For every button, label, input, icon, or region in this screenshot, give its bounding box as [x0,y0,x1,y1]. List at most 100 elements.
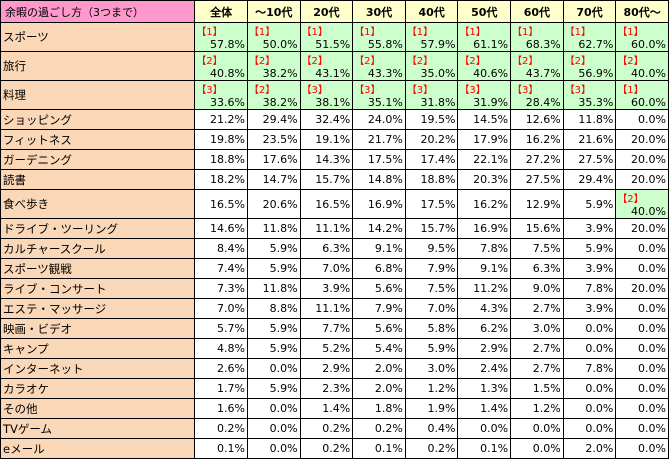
table-cell: 0.0% [562,318,617,339]
cell-value: 60.0% [631,96,666,109]
table-cell: 24.0% [352,109,406,130]
cell-value: 2.4% [480,362,509,375]
cell-value: 7.8% [585,282,614,295]
row-label: ライブ・コンサート [0,278,196,299]
cell-value: 15.7% [315,173,351,186]
cell-value: 29.4% [262,113,298,126]
table-cell: 1.4% [299,398,354,419]
cell-value: 5.8% [427,322,456,335]
table-cell: 29.4% [562,169,617,190]
table-cell: 0.0% [246,438,301,459]
table-cell: 20.2% [404,129,459,150]
cell-value: 16.5% [315,197,351,211]
table-cell: 9.1% [352,238,406,259]
table-cell: 23.5% [246,129,301,150]
table-cell: 2.0% [562,438,617,459]
table-cell: 【2】 56.9% [562,51,617,81]
table-cell: 1.6% [194,398,248,419]
table-cell: 27.5% [562,149,617,170]
cell-value: 0.1% [216,442,245,455]
cell-value: 24.0% [367,113,403,126]
table-cell: 11.1% [299,218,354,239]
cell-value: 43.3% [367,67,403,80]
cell-value: 2.7% [532,342,561,355]
table-cell: 0.0% [562,418,617,439]
table-cell: 0.2% [352,418,406,439]
cell-value: 0.0% [269,402,298,415]
cell-value: 0.0% [638,262,666,275]
cell-value: 5.9% [269,322,298,335]
rank-badge: 【1】 [406,27,434,38]
table-row: カラオケ 1.7% 5.9% 2.3% 2.0% 1.2% 1.3% 1.5% 0.0% 0.0% [0,378,669,399]
col-header: 20代 [299,0,354,23]
table-cell: 5.9% [562,238,617,259]
rank-badge: 【2】 [564,56,592,67]
table-cell: 【1】 57.9% [404,22,459,52]
cell-value: 23.5% [262,133,298,146]
cell-value: 17.5% [420,197,456,211]
table-cell: 18.8% [404,169,459,190]
table-cell: 16.2% [457,189,512,219]
table-cell: 7.0% [404,298,459,319]
cell-value: 1.7% [216,382,245,395]
table-cell: 20.6% [246,189,301,219]
cell-value: 11.1% [315,222,351,235]
cell-value: 5.9% [269,242,298,255]
table-cell: 6.2% [457,318,512,339]
cell-value: 20.6% [262,197,298,211]
cell-value: 7.0% [216,302,245,315]
table-cell: 5.9% [404,338,459,359]
cell-value: 7.0% [427,302,456,315]
cell-value: 16.2% [525,133,561,146]
cell-value: 0.0% [638,402,666,415]
table-cell: 【3】 31.9% [457,80,512,110]
table-cell: 【2】 38.2% [246,51,301,81]
cell-value: 18.8% [420,173,456,186]
table-row: カルチャースクール 8.4% 5.9% 6.3% 9.1% 9.5% 7.8% 7.5% 5.9… [0,238,669,259]
table-cell: 【3】 33.6% [194,80,248,110]
cell-value: 15.7% [420,222,456,235]
cell-value: 2.6% [216,362,245,375]
cell-value: 31.9% [473,96,509,109]
cell-value: 4.8% [216,342,245,355]
cell-value: 27.5% [525,173,561,186]
cell-value: 2.0% [585,442,614,455]
cell-value: 14.5% [473,113,509,126]
cell-value: 3.9% [322,282,351,295]
cell-value: 7.3% [216,282,245,295]
table-cell: 21.7% [352,129,406,150]
table-cell: 19.1% [299,129,354,150]
row-label: 食べ歩き [0,189,196,219]
cell-value: 14.2% [367,222,403,235]
table-cell: 2.7% [510,358,564,379]
cell-value: 1.8% [374,402,403,415]
table-cell: 3.9% [562,258,617,279]
table-cell: 21.6% [562,129,617,150]
cell-value: 21.6% [578,133,614,146]
cell-value: 43.1% [315,67,351,80]
cell-value: 27.2% [525,153,561,166]
table-cell: 5.6% [352,278,406,299]
table-cell: 5.4% [352,338,406,359]
table-cell: 20.0% [615,129,669,150]
cell-value: 40.6% [473,67,509,80]
cell-value: 7.5% [427,282,456,295]
cell-value: 6.3% [322,242,351,255]
rank-badge: 【1】 [196,27,223,38]
cell-value: 20.0% [631,222,666,235]
table-cell: 【1】 62.7% [562,22,617,52]
table-cell: 15.7% [404,218,459,239]
table-cell: 16.9% [457,218,512,239]
table-cell: 20.0% [615,149,669,170]
rank-badge: 【1】 [617,85,644,96]
rank-badge: 【2】 [248,56,276,67]
table-cell: 2.7% [510,338,564,359]
table-cell: 17.5% [352,149,406,170]
table-cell: 20.0% [615,169,669,190]
table-cell: 【2】 40.8% [194,51,248,81]
table-cell: 27.2% [510,149,564,170]
cell-value: 19.5% [420,113,456,126]
table-cell: 0.0% [510,438,564,459]
cell-value: 7.7% [322,322,351,335]
cell-value: 0.2% [322,442,351,455]
